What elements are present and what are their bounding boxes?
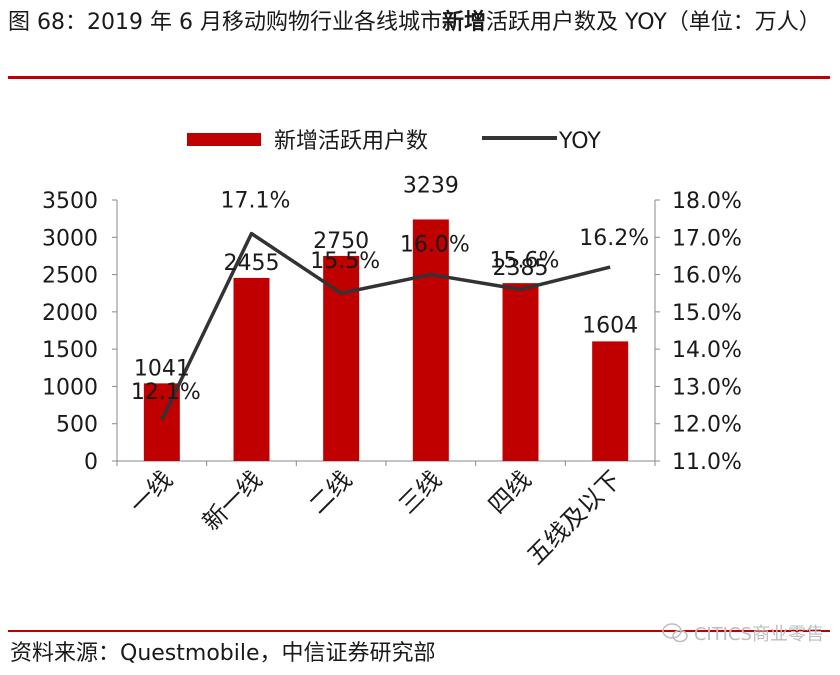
y-left-tick-label: 2500: [42, 264, 98, 289]
bar-新一线: [233, 277, 270, 461]
y-right-tick-label: 12.0%: [672, 413, 742, 438]
y-right-tick-label: 17.0%: [672, 226, 742, 251]
x-tick-label: 新一线: [197, 465, 268, 536]
bar-value-label: 1604: [582, 313, 638, 338]
watermark: CITICS商业零售: [662, 620, 824, 646]
y-left-tick-label: 0: [84, 450, 98, 475]
y-left-tick-label: 2000: [42, 301, 98, 326]
chart-axes: 0 500 1000 1500 2000 2500 3000 3500 11.0% 12.0% 13…: [42, 189, 742, 475]
y-right-tick-label: 18.0%: [672, 189, 742, 214]
yoy-line-series: [160, 231, 611, 421]
legend-line-label: YOY: [558, 129, 601, 154]
yoy-value-label: 15.6%: [490, 248, 560, 273]
figure-title: 图 68：2019 年 6 月移动购物行业各线城市新增活跃用户数及 YOY（单位…: [8, 6, 828, 39]
title-prefix: 图 68：2019 年 6 月移动购物行业各线城市: [8, 10, 442, 35]
bar-value-label: 2750: [313, 229, 369, 254]
chart-legend: 新增活跃用户数 YOY: [187, 129, 601, 154]
y-right-tick-label: 15.0%: [672, 301, 742, 326]
bar-value-label: 2455: [224, 251, 280, 276]
y-right-tick-label: 13.0%: [672, 375, 742, 400]
bar-value-label: 1041: [134, 356, 190, 381]
yoy-value-label: 12.1%: [131, 380, 201, 405]
y-right-tick-label: 14.0%: [672, 338, 742, 363]
y-right-tick-label: 16.0%: [672, 264, 742, 289]
bar-value-label: 2385: [493, 256, 549, 281]
x-tick-label: 三线: [393, 465, 447, 519]
title-emphasis: 新增: [441, 10, 486, 35]
x-tick-label: 四线: [483, 465, 537, 519]
yoy-value-label: 17.1%: [221, 189, 291, 214]
x-tick-label: 一线: [124, 465, 178, 519]
wechat-icon: [662, 623, 688, 643]
legend-bar-label: 新增活跃用户数: [274, 129, 428, 154]
yoy-value-label: 15.5%: [310, 249, 380, 274]
data-labels: 1041 2455 2750 3239 2385 1604 12.1% 17.1% 15.5% 1…: [131, 173, 649, 405]
x-tick-label: 二线: [304, 465, 358, 519]
title-rule: [8, 76, 830, 79]
bar-series: [143, 219, 629, 461]
yoy-value-label: 16.0%: [400, 233, 470, 258]
combo-chart: 新增活跃用户数 YOY 0 500 1000 1500 2000 2500 3000 3500 1…: [42, 129, 742, 570]
y-left-tick-label: 3000: [42, 226, 98, 251]
y-left-tick-label: 1500: [42, 338, 98, 363]
legend-bar-swatch: [187, 133, 261, 146]
watermark-text: CITICS商业零售: [693, 624, 824, 645]
x-tick-label: 五线及以下: [522, 465, 627, 570]
y-left-tick-label: 3500: [42, 189, 98, 214]
bar-五线及以下: [592, 341, 629, 461]
bar-value-label: 3239: [403, 173, 459, 198]
y-left-tick-label: 500: [56, 413, 98, 438]
y-right-tick-label: 11.0%: [672, 450, 742, 475]
source-note: 资料来源：Questmobile，中信证券研究部: [10, 641, 436, 666]
bar-四线: [502, 283, 539, 461]
source-rule: [8, 630, 830, 632]
bar-三线: [412, 219, 449, 461]
title-suffix: 活跃用户数及 YOY（单位：万人）: [485, 10, 821, 35]
yoy-value-label: 16.2%: [579, 226, 649, 251]
yoy-line: [160, 231, 611, 421]
y-left-tick-label: 1000: [42, 375, 98, 400]
